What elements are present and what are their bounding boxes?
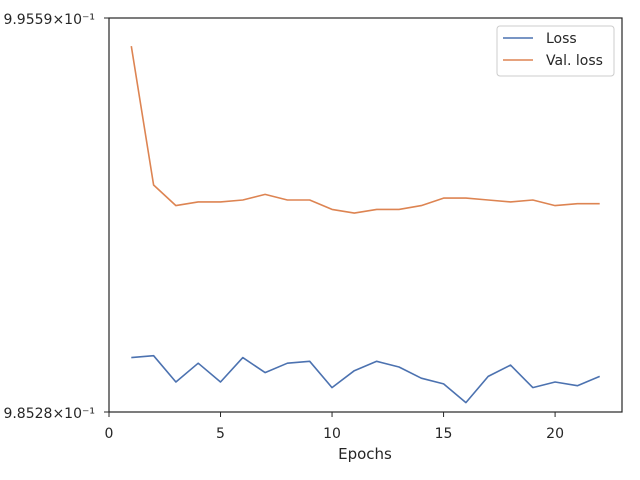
legend-label-loss: Loss	[546, 31, 577, 47]
legend-label-val-loss: Val. loss	[546, 53, 603, 69]
series-line-loss	[131, 354, 601, 404]
lines-layer	[130, 45, 601, 404]
plot-area-frame	[108, 17, 623, 413]
y-tick-label-bottom: 9.8528×10⁻¹	[3, 406, 95, 422]
x-tick-label: 5	[216, 426, 225, 442]
ticks-layer: 0 5 10 15 20	[104, 17, 564, 442]
x-tick-label: 15	[435, 426, 453, 442]
series-line-val-loss	[130, 45, 600, 214]
x-tick-label: 0	[105, 426, 114, 442]
legend: Loss Val. loss	[496, 25, 615, 77]
y-tick-label-top: 9.9559×10⁻¹	[3, 12, 95, 28]
x-tick-label: 20	[546, 426, 564, 442]
x-axis-label: Epochs	[338, 445, 392, 463]
x-tick-label: 10	[323, 426, 341, 442]
